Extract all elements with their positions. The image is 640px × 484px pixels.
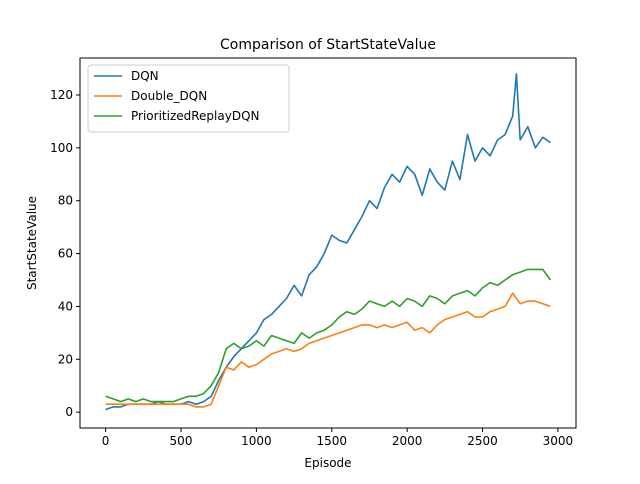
x-tick-label: 0 — [102, 434, 110, 448]
x-tick-label: 2000 — [392, 434, 423, 448]
legend-box — [87, 64, 290, 133]
x-tick-label: 1000 — [241, 434, 272, 448]
legend: DQN Double_DQN PrioritizedReplayDQN — [87, 64, 290, 133]
x-tick-label: 500 — [170, 434, 193, 448]
y-tick-label: 0 — [65, 405, 73, 419]
series-layer — [105, 73, 552, 411]
y-tick-label: 80 — [58, 194, 73, 208]
y-axis-label: StartStateValue — [25, 196, 39, 290]
legend-label: Double_DQN — [131, 89, 207, 103]
y-tick-label: 120 — [50, 88, 73, 102]
legend-label: PrioritizedReplayDQN — [131, 109, 260, 123]
y-tick-label: 20 — [58, 352, 73, 366]
y-axis: 0 20 40 60 80 100 120 — [50, 88, 80, 419]
series-line-1 — [105, 292, 551, 408]
series-line-2 — [105, 268, 552, 403]
y-tick-label: 100 — [50, 141, 73, 155]
x-tick-label: 1500 — [316, 434, 347, 448]
x-tick-label: 2500 — [467, 434, 498, 448]
legend-label: DQN — [131, 69, 159, 83]
chart-title: Comparison of StartStateValue — [220, 37, 436, 53]
y-tick-label: 60 — [58, 247, 73, 261]
x-tick-label: 3000 — [543, 434, 574, 448]
x-axis-label: Episode — [304, 456, 351, 470]
plot-frame — [79, 57, 577, 429]
y-tick-label: 40 — [58, 299, 73, 313]
x-axis: 0 500 1000 1500 2000 2500 3000 — [102, 428, 573, 448]
